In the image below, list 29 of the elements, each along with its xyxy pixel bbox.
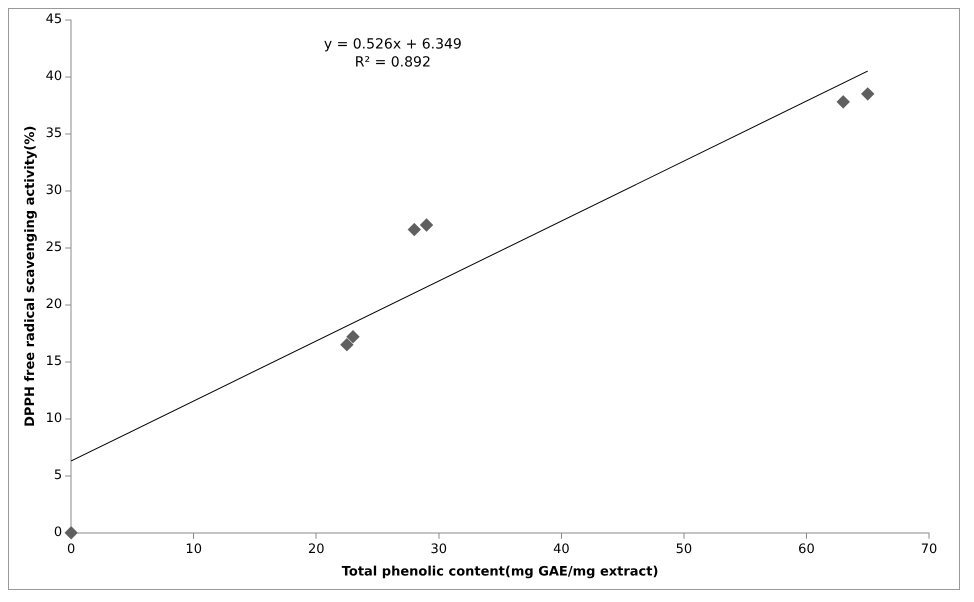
point <box>836 95 850 108</box>
y-tick-label: 20 <box>46 297 62 312</box>
point <box>408 223 421 236</box>
point <box>340 338 354 352</box>
x-tick-label: 60 <box>798 542 815 557</box>
x-tick-label: 50 <box>676 542 692 557</box>
x-tick-label: 70 <box>920 542 938 557</box>
x-axis-title: Total phenolic content(mg GAE/mg extract) <box>342 564 658 580</box>
y-tick-label: 45 <box>46 12 62 28</box>
y-tick-label: 5 <box>54 468 62 484</box>
x-tick-label: 10 <box>185 542 202 557</box>
y-tick-label: 0 <box>54 525 62 540</box>
x-tick-label: 30 <box>430 542 448 557</box>
point <box>64 526 78 540</box>
y-axis-title: DPPH free radical scavenging activity(%) <box>23 126 38 427</box>
point <box>420 218 434 232</box>
y-tick-label: 30 <box>46 183 62 198</box>
point <box>346 330 360 344</box>
x-tick-label: 20 <box>308 542 325 557</box>
point <box>861 87 874 100</box>
annotation: R² = 0.892 <box>354 54 431 70</box>
x-tick-label: 40 <box>553 542 570 557</box>
y-tick-label: 25 <box>46 240 62 256</box>
y-tick-label: 35 <box>46 126 62 142</box>
x-tick-label: 0 <box>67 542 76 557</box>
y-tick-label: 10 <box>46 411 62 426</box>
y-tick-label: 15 <box>46 354 62 370</box>
annotation: y = 0.526x + 6.349 <box>324 36 462 52</box>
y-tick-label: 40 <box>46 69 62 84</box>
